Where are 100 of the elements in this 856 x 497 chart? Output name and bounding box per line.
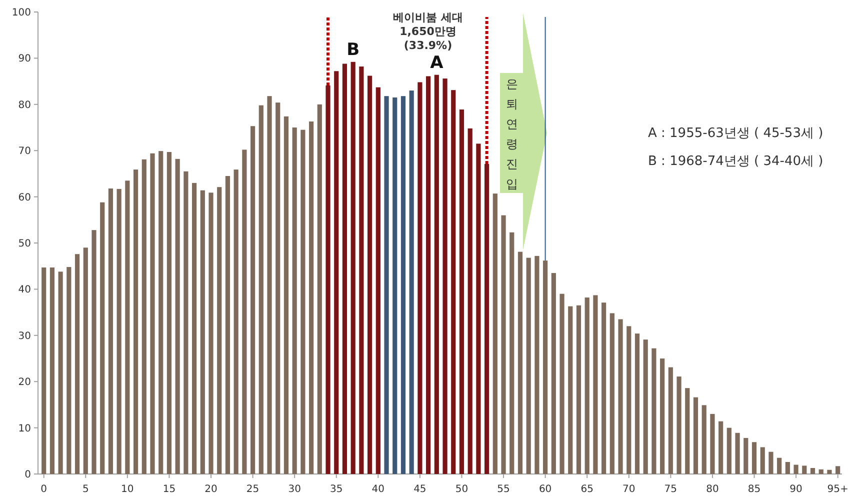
annotation: (33.9%): [404, 39, 452, 52]
annotation: A : 1955-63년생 ( 45-53세 ): [648, 126, 824, 141]
y-tick-label: 90: [18, 54, 31, 65]
bar: [258, 105, 264, 474]
bar: [133, 170, 138, 474]
bar: [484, 164, 490, 474]
x-tick-label: 40: [372, 484, 385, 495]
bar: [492, 194, 498, 474]
bar: [83, 248, 88, 474]
bar: [710, 414, 715, 474]
bar: [74, 254, 80, 474]
bar: [100, 202, 105, 474]
bar: [342, 64, 348, 474]
bar: [125, 180, 130, 474]
bar: [250, 126, 256, 474]
bar: [752, 442, 757, 474]
x-tick-label: 30: [288, 484, 301, 495]
bar: [50, 267, 55, 474]
bar: [768, 452, 774, 474]
y-tick-label: 60: [18, 192, 31, 204]
x-tick-label: 0: [40, 484, 48, 495]
annotation: A: [430, 52, 444, 73]
bar: [200, 190, 205, 474]
bar: [175, 158, 180, 474]
annotation: B: [346, 40, 360, 60]
bar: [618, 319, 623, 474]
bar: [735, 432, 740, 474]
y-tick-label: 80: [18, 100, 31, 111]
bar: [326, 85, 330, 474]
bar: [58, 272, 63, 474]
bar: [368, 76, 372, 474]
annotation: B : 1968-74년생 ( 34-40세 ): [648, 154, 824, 169]
bar: [551, 273, 556, 474]
bar: [400, 96, 406, 474]
y-tick-label: 40: [18, 284, 31, 296]
bar: [836, 466, 840, 474]
bar: [660, 358, 665, 474]
bar: [634, 334, 640, 474]
bar: [392, 97, 398, 474]
annotation: 1,650만명: [400, 25, 456, 38]
bar: [276, 102, 280, 474]
bar: [300, 130, 306, 474]
bar: [693, 397, 698, 474]
x-tick-label: 55: [497, 484, 510, 495]
x-tick-label: 90: [790, 484, 802, 495]
bar: [308, 121, 314, 474]
bar: [468, 128, 472, 474]
y-tick-label: 30: [18, 330, 31, 342]
annotation: 베이비붐 세대: [393, 11, 463, 24]
bar: [718, 421, 724, 474]
bar: [158, 151, 164, 474]
bar: [576, 305, 582, 474]
bar: [584, 298, 590, 474]
bar: [702, 405, 706, 474]
bar: [292, 128, 297, 474]
bar: [451, 90, 456, 474]
bar: [426, 76, 431, 474]
bar: [626, 326, 632, 474]
bar: [384, 96, 389, 474]
bar: [267, 96, 272, 474]
bar: [652, 348, 656, 474]
bar: [225, 176, 230, 474]
bar: [744, 438, 748, 474]
bar: [685, 388, 690, 474]
bar: [568, 306, 573, 474]
bar: [726, 428, 732, 474]
x-tick-label: 25: [246, 484, 260, 495]
bar: [668, 367, 673, 474]
annotation: 은퇴연령진입: [506, 77, 518, 191]
bar: [643, 340, 648, 474]
bar: [442, 78, 448, 474]
x-tick-label: 95+: [827, 484, 848, 495]
bar: [593, 295, 598, 474]
bar: [602, 302, 606, 474]
bar: [818, 469, 824, 474]
x-tick-label: 85: [748, 484, 761, 495]
bar: [234, 170, 238, 474]
x-tick-label: 10: [121, 484, 134, 495]
bar: [208, 192, 214, 474]
bar: [350, 62, 356, 474]
bar: [42, 267, 46, 474]
bar: [359, 66, 364, 474]
bar: [676, 376, 682, 474]
x-tick-label: 75: [664, 484, 678, 495]
x-tick-label: 15: [162, 484, 176, 495]
bar: [794, 464, 798, 474]
bar: [518, 252, 523, 474]
bar: [501, 215, 506, 474]
bar: [66, 267, 72, 474]
x-tick-label: 35: [330, 484, 343, 495]
bar: [777, 458, 782, 474]
bar: [376, 87, 380, 474]
bar: [418, 82, 422, 474]
y-tick-label: 0: [24, 470, 31, 480]
bar: [526, 258, 531, 474]
bar: [434, 74, 439, 474]
bar: [108, 188, 114, 474]
bar: [92, 230, 96, 474]
x-tick-label: 5: [82, 484, 89, 495]
x-tick-label: 80: [706, 484, 719, 495]
